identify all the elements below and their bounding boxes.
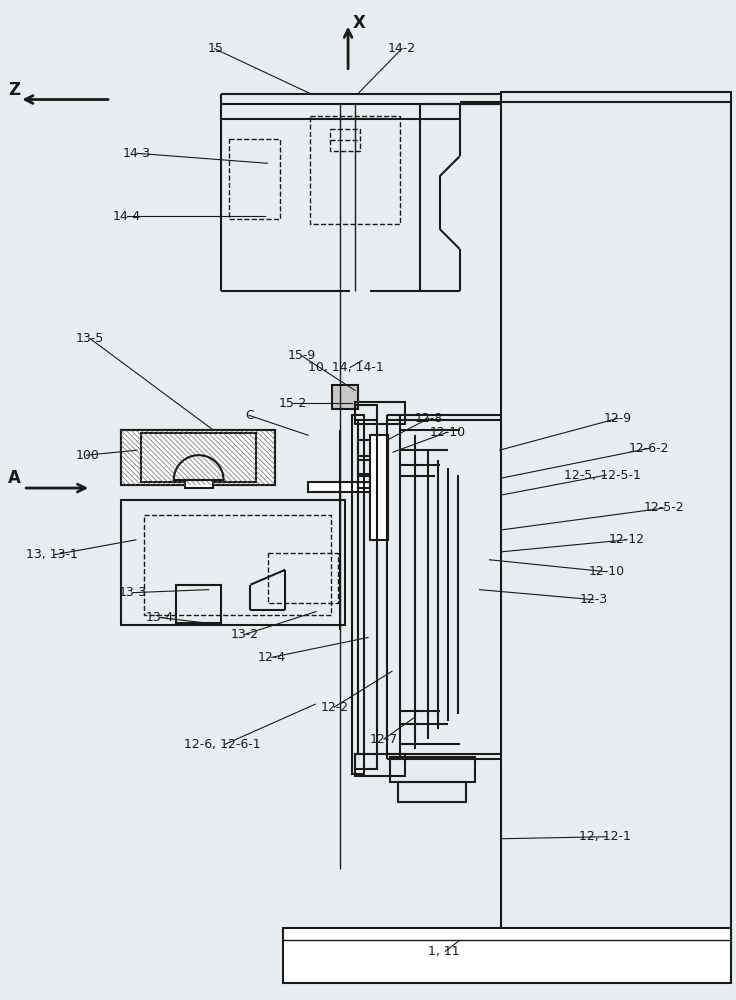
Text: 13-4: 13-4 <box>146 611 174 624</box>
Bar <box>121 430 275 485</box>
Bar <box>121 500 345 625</box>
Text: A: A <box>8 469 21 487</box>
Bar <box>121 430 275 485</box>
Text: 1, 11: 1, 11 <box>428 945 459 958</box>
Text: 12-10: 12-10 <box>589 565 626 578</box>
Bar <box>310 116 400 224</box>
Text: 12-6, 12-6-1: 12-6, 12-6-1 <box>184 738 261 751</box>
Text: 12-2: 12-2 <box>320 701 348 714</box>
Bar <box>283 928 731 983</box>
Bar <box>144 515 331 615</box>
Bar <box>370 435 388 540</box>
Text: 12-9: 12-9 <box>604 412 632 425</box>
Bar <box>501 92 731 960</box>
Text: 14-3: 14-3 <box>123 147 151 160</box>
Text: 13, 13-1: 13, 13-1 <box>26 548 78 561</box>
Text: 12-5, 12-5-1: 12-5, 12-5-1 <box>565 469 641 482</box>
Bar <box>390 757 475 782</box>
Text: 12-6-2: 12-6-2 <box>629 442 670 455</box>
Bar <box>330 129 360 151</box>
Bar <box>229 139 280 219</box>
Bar <box>358 476 370 488</box>
Text: 12-3: 12-3 <box>579 593 607 606</box>
Bar <box>355 754 377 769</box>
Bar <box>141 433 256 482</box>
Bar <box>355 405 377 420</box>
Text: 100: 100 <box>76 449 100 462</box>
Text: 14-4: 14-4 <box>113 210 141 223</box>
Text: 13-2: 13-2 <box>230 628 258 641</box>
Text: 12-4: 12-4 <box>258 651 286 664</box>
Text: 12-8: 12-8 <box>415 412 443 425</box>
Text: 12-12: 12-12 <box>609 533 645 546</box>
Text: 13-5: 13-5 <box>76 332 105 345</box>
Bar <box>269 553 338 603</box>
Text: C: C <box>246 409 254 422</box>
Bar <box>358 460 372 474</box>
Text: 12, 12-1: 12, 12-1 <box>579 830 631 843</box>
Bar <box>176 585 221 623</box>
Bar <box>398 782 466 802</box>
Text: 15-9: 15-9 <box>287 349 316 362</box>
Bar <box>355 402 405 424</box>
Text: 10, 14, 14-1: 10, 14, 14-1 <box>308 361 384 374</box>
Text: X: X <box>353 14 366 32</box>
Text: 14-2: 14-2 <box>388 42 416 55</box>
Text: 15-2: 15-2 <box>278 397 307 410</box>
Text: 12-10: 12-10 <box>430 426 466 439</box>
Text: Z: Z <box>8 81 21 99</box>
Bar <box>355 754 405 776</box>
Text: 12-7: 12-7 <box>370 733 398 746</box>
Bar <box>352 415 364 774</box>
Text: 13-3: 13-3 <box>119 586 147 599</box>
Text: 12-5-2: 12-5-2 <box>644 501 684 514</box>
Text: 15: 15 <box>208 42 224 55</box>
Bar <box>358 440 374 456</box>
Bar <box>308 482 372 492</box>
Bar <box>332 385 358 409</box>
Bar <box>185 480 213 488</box>
